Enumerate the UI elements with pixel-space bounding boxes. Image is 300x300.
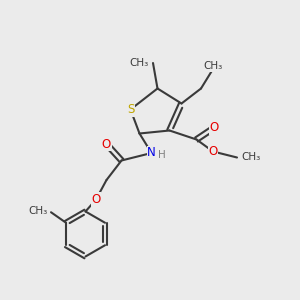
Text: CH₃: CH₃ [242,152,261,163]
Text: CH₃: CH₃ [203,61,223,71]
Text: O: O [210,121,219,134]
Text: CH₃: CH₃ [29,206,48,216]
Text: O: O [92,193,100,206]
Text: O: O [102,137,111,151]
Text: CH₃: CH₃ [129,58,148,68]
Text: O: O [208,145,217,158]
Text: H: H [158,150,166,161]
Text: S: S [127,103,134,116]
Text: N: N [147,146,156,160]
